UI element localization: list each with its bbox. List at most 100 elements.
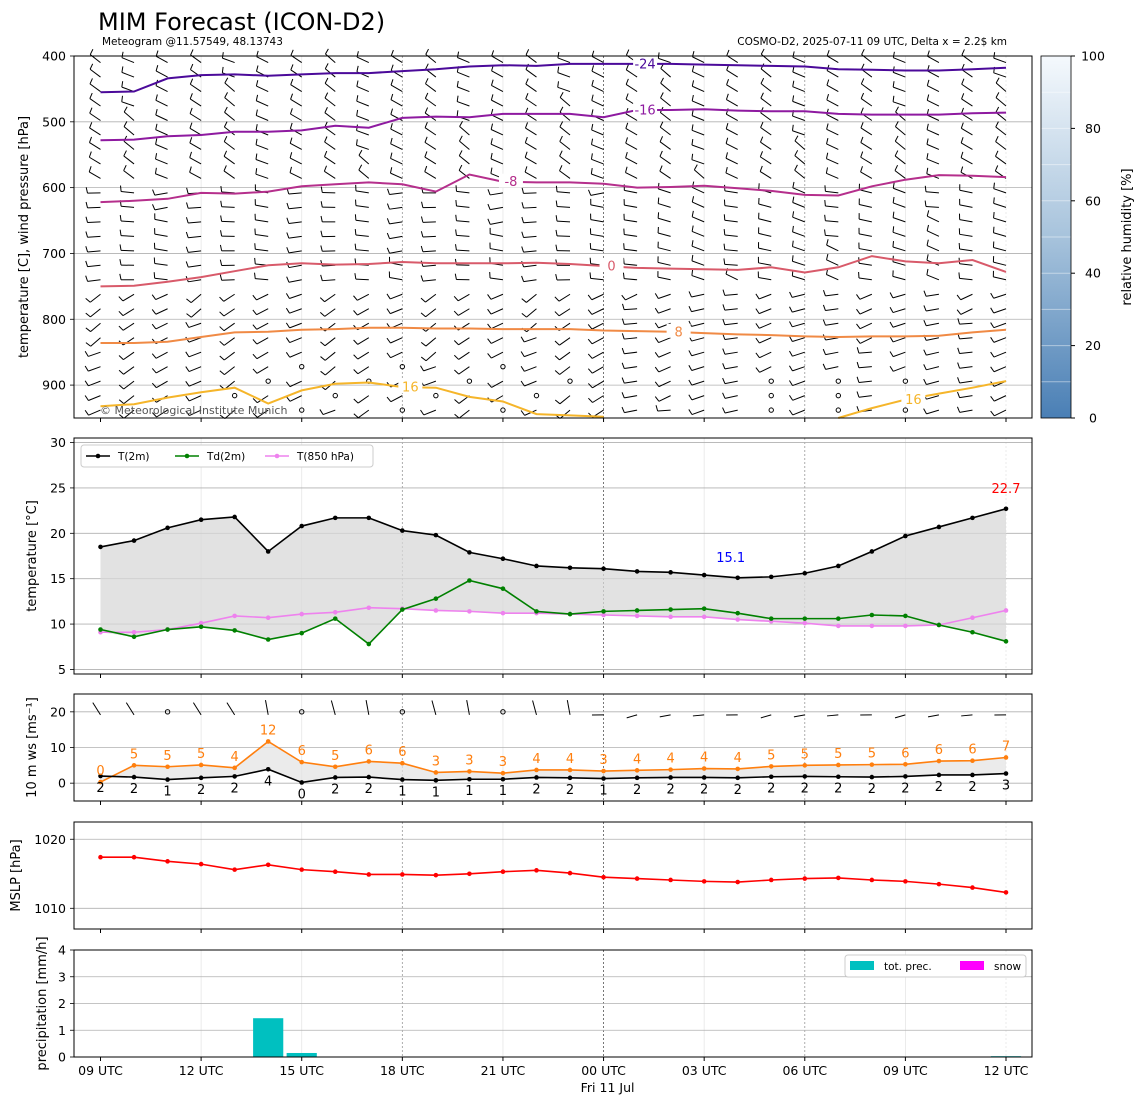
wind-barb-flag <box>892 51 895 58</box>
wind-barb-flag <box>85 231 89 238</box>
wind-barb <box>523 206 537 209</box>
wind-barb-flag <box>923 290 927 297</box>
data-label: 2 <box>633 783 641 798</box>
series-point <box>903 761 908 767</box>
wind-barb-flag <box>390 123 393 130</box>
wind-barb <box>525 142 537 150</box>
isotherm-label-bg <box>666 323 691 338</box>
wind-barb-flag <box>424 121 428 128</box>
wind-barb-flag <box>455 200 457 207</box>
series-point <box>634 569 640 574</box>
wind-barb-flag <box>521 202 524 209</box>
wind-barb <box>859 218 872 223</box>
wind-barb <box>155 158 168 165</box>
wind-barb-flag <box>118 399 125 405</box>
data-label: 2 <box>532 782 540 797</box>
wind-barb-flag <box>118 296 124 302</box>
series-point <box>98 773 103 779</box>
wind-barb <box>960 142 973 150</box>
wind-barb <box>523 235 537 238</box>
wind-barb-flag <box>289 152 293 159</box>
data-label: 5 <box>197 747 205 762</box>
wind-barb <box>726 113 738 121</box>
data-label: 4 <box>734 751 742 766</box>
wind-barb-flag <box>722 304 726 311</box>
wind-barb-flag <box>722 363 726 370</box>
wind-barb-flag <box>956 309 962 315</box>
wind-barb-flag <box>420 365 425 372</box>
wind-barb-flag <box>84 365 89 372</box>
wind-barb-flag <box>386 352 391 358</box>
series-point <box>735 879 741 885</box>
wind-barb <box>425 337 437 347</box>
wind-barb-flag <box>119 229 122 236</box>
wind-barb <box>826 259 839 266</box>
wind-barb-flag <box>788 409 794 416</box>
data-label: 2 <box>901 781 909 796</box>
wind-barb-flag <box>155 123 158 130</box>
calm-wind-marker <box>299 709 305 715</box>
wind-barb-flag <box>151 368 157 374</box>
wind-barb-flag <box>923 319 927 326</box>
wind-barb <box>121 220 135 223</box>
series-point <box>735 766 741 772</box>
wind-barb-flag <box>554 311 560 317</box>
wind-barb-flag <box>386 308 391 314</box>
calm-wind-marker <box>567 378 573 384</box>
wind-barb <box>926 143 940 150</box>
wind-barb-flag <box>152 189 156 196</box>
series-point <box>768 764 774 769</box>
wind-barb <box>794 169 806 179</box>
wind-barb <box>288 264 302 269</box>
wind-barb-flag <box>957 362 961 369</box>
wind-barb <box>290 98 302 107</box>
wind-barb-flag <box>324 136 328 143</box>
wind-barb <box>591 100 604 107</box>
wind-barb-flag <box>425 78 429 84</box>
wind-barb <box>994 395 1007 402</box>
wind-barb <box>692 201 705 208</box>
series-point <box>131 854 137 860</box>
series-point <box>869 762 875 767</box>
wind-barb <box>892 261 906 266</box>
wind-barb <box>224 111 235 121</box>
wind-barb <box>792 100 805 107</box>
wind-barb <box>758 262 772 266</box>
wind-barb <box>558 293 571 302</box>
legend-marker <box>184 453 190 459</box>
series-point <box>1003 771 1009 776</box>
series-point <box>433 778 439 783</box>
data-label: 2 <box>734 783 742 798</box>
series-point <box>198 762 204 768</box>
wind-barb <box>390 99 403 107</box>
series-point <box>970 772 975 778</box>
wind-barb <box>155 173 168 179</box>
wind-barb-flag <box>85 260 89 267</box>
wind-barb <box>959 263 973 266</box>
wind-barb-flag <box>151 323 157 330</box>
colorbar-tick-label: 40 <box>1085 266 1101 281</box>
series-point <box>668 775 673 780</box>
series-line <box>100 768 1007 784</box>
wind-barb <box>726 84 738 92</box>
series-point <box>836 762 841 768</box>
series-point <box>98 544 103 550</box>
panel-frame <box>73 55 1033 419</box>
wind-barb <box>290 84 302 92</box>
isotherm-label: -8 <box>504 175 517 190</box>
wind-barb-flag <box>926 138 929 145</box>
data-label: 1 <box>398 785 406 800</box>
wind-barb <box>758 203 772 208</box>
wind-barb-flag <box>525 49 530 55</box>
wind-barb-flag <box>894 121 899 127</box>
series-point <box>534 868 539 873</box>
wind-barb-flag <box>691 124 694 131</box>
wind-barb-flag <box>320 274 323 281</box>
wind-barb <box>490 248 504 252</box>
wind-barb-flag <box>587 309 593 315</box>
wind-barb-flag <box>555 200 558 207</box>
wind-barb-flag <box>118 325 124 331</box>
series-point <box>567 565 573 571</box>
wind-barb-flag <box>824 229 826 236</box>
wind-barb <box>591 129 604 136</box>
